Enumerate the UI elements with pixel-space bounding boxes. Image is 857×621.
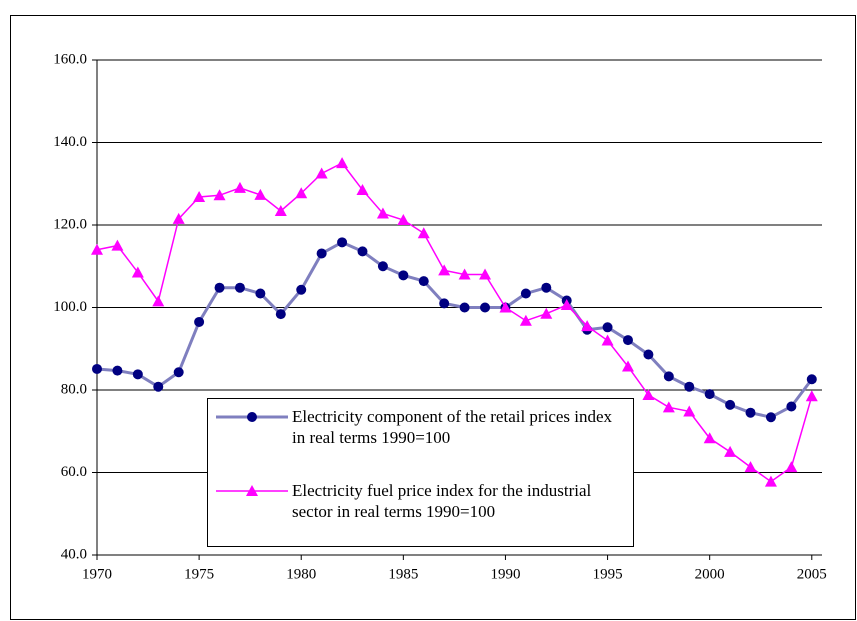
point xyxy=(376,207,389,219)
point xyxy=(246,485,258,496)
point xyxy=(764,475,777,487)
point xyxy=(418,276,429,287)
point xyxy=(663,371,674,382)
point xyxy=(274,204,287,216)
point xyxy=(662,401,675,413)
series xyxy=(92,237,817,423)
series xyxy=(91,157,818,487)
point xyxy=(642,388,655,400)
point xyxy=(703,432,716,444)
x-tick-label: 1990 xyxy=(490,566,520,582)
point xyxy=(683,405,696,417)
y-tick-label: 80.0 xyxy=(61,381,87,397)
point xyxy=(744,461,757,473)
point xyxy=(173,367,184,378)
point xyxy=(295,187,308,199)
point xyxy=(336,157,349,169)
point xyxy=(357,246,368,257)
point xyxy=(602,322,613,333)
point xyxy=(255,288,266,299)
point xyxy=(621,360,634,372)
point xyxy=(172,212,185,224)
point xyxy=(540,307,553,319)
y-tick-label: 40.0 xyxy=(61,546,87,562)
point xyxy=(91,243,103,255)
point xyxy=(560,299,573,311)
point xyxy=(377,261,388,272)
point xyxy=(704,389,715,400)
series-line xyxy=(96,240,813,419)
point xyxy=(254,188,267,200)
point xyxy=(725,399,736,410)
point xyxy=(131,266,144,278)
x-tick-label: 1975 xyxy=(184,566,214,582)
point xyxy=(519,314,532,326)
y-tick-label: 100.0 xyxy=(53,299,87,315)
legend: Electricity component of the retail pric… xyxy=(207,398,634,547)
point xyxy=(111,239,124,251)
point xyxy=(247,412,257,422)
x-tick-label: 1995 xyxy=(593,566,623,582)
point xyxy=(479,268,492,280)
point xyxy=(684,381,695,392)
point xyxy=(438,264,451,276)
point xyxy=(765,412,776,423)
y-tick-label: 140.0 xyxy=(53,134,87,150)
point xyxy=(806,374,817,385)
x-tick-label: 2005 xyxy=(797,566,827,582)
x-tick-label: 1980 xyxy=(286,566,316,582)
point xyxy=(643,349,654,360)
point xyxy=(520,288,531,299)
point xyxy=(398,270,409,281)
point xyxy=(337,237,348,248)
legend-key xyxy=(216,412,288,422)
x-tick-label: 1985 xyxy=(388,566,418,582)
point xyxy=(152,295,165,307)
point xyxy=(480,302,491,313)
point xyxy=(785,461,798,473)
point xyxy=(459,302,470,313)
point xyxy=(275,309,286,320)
point xyxy=(112,365,123,376)
point xyxy=(439,298,450,309)
point xyxy=(581,320,594,332)
point xyxy=(724,445,737,457)
point xyxy=(234,282,245,293)
point xyxy=(296,284,307,295)
point xyxy=(417,227,430,239)
y-tick-label: 60.0 xyxy=(61,464,87,480)
legend-label: Electricity component of the retail pric… xyxy=(292,407,613,447)
point xyxy=(92,363,102,374)
point xyxy=(458,268,471,280)
x-tick-label: 1970 xyxy=(82,566,112,582)
point xyxy=(356,183,369,195)
y-tick-label: 120.0 xyxy=(53,216,87,232)
point xyxy=(316,248,327,259)
point xyxy=(153,381,164,392)
point xyxy=(233,181,246,193)
outer-border xyxy=(10,15,856,620)
point xyxy=(193,190,206,202)
point xyxy=(132,369,143,380)
point xyxy=(499,301,512,313)
point xyxy=(805,390,818,402)
point xyxy=(745,407,756,418)
point xyxy=(315,167,328,179)
point xyxy=(214,282,225,293)
point xyxy=(601,334,614,346)
y-tick-label: 160.0 xyxy=(53,51,87,67)
point xyxy=(194,316,205,327)
point xyxy=(397,214,410,226)
point xyxy=(213,189,226,201)
point xyxy=(786,401,797,412)
point xyxy=(622,335,633,346)
legend-label: Electricity fuel price index for the ind… xyxy=(292,481,592,521)
point xyxy=(541,282,552,293)
x-tick-label: 2000 xyxy=(695,566,725,582)
legend-key xyxy=(216,485,288,496)
